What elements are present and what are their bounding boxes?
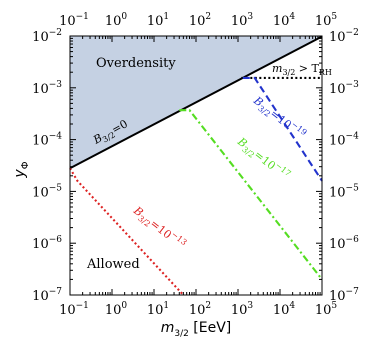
y-tick-label-left: 10−5 [32, 183, 62, 200]
series-line-2 [242, 76, 323, 182]
x-axis-title: m3/2 [EeV] [161, 320, 232, 339]
tick-labels: 10−1 10−1 100 100 101 101 102 102 103 103 104 104 10… [32, 12, 359, 318]
x-tick-label-top: 101 [147, 12, 169, 29]
x-tick-label-bottom: 102 [189, 301, 211, 318]
y-tick-label-right: 10−6 [329, 235, 359, 252]
x-tick-label-bottom: 103 [231, 301, 254, 318]
series-label-trh: m3/2 > TRH [272, 62, 332, 77]
y-tick-label-left: 10−2 [32, 28, 62, 45]
allowed-label: Allowed [86, 257, 140, 272]
x-tick-label-bottom: 100 [105, 301, 128, 318]
y-axis-title: yΦ [12, 161, 31, 178]
y-tick-label-right: 10−3 [329, 80, 359, 97]
x-tick-label-bottom: 105 [315, 301, 338, 318]
series-line-4 [69, 167, 185, 296]
x-tick-label-top: 104 [273, 12, 296, 29]
x-tick-label-bottom: 10−1 [59, 301, 89, 318]
series-line-3 [179, 109, 323, 281]
y-tick-label-left: 10−6 [32, 235, 62, 252]
x-tick-label-top: 105 [315, 12, 338, 29]
y-tick-label-right: 10−2 [329, 28, 359, 45]
x-tick-label-bottom: 104 [273, 301, 296, 318]
y-tick-label-right: 10−5 [329, 183, 359, 200]
y-tick-label-right: 10−7 [329, 287, 359, 304]
x-tick-label-top: 103 [231, 12, 254, 29]
x-tick-label-bottom: 101 [147, 301, 169, 318]
x-tick-label-top: 102 [189, 12, 211, 29]
y-tick-label-left: 10−4 [32, 132, 62, 149]
overdensity-label: Overdensity [96, 56, 176, 71]
x-tick-label-top: 100 [105, 12, 128, 29]
y-tick-label-left: 10−7 [32, 287, 62, 304]
axis-ticks [69, 35, 323, 296]
series-line-0 [69, 35, 323, 170]
y-tick-label-left: 10−3 [32, 80, 62, 97]
y-tick-label-right: 10−4 [329, 132, 359, 149]
chart-series [69, 35, 323, 296]
x-tick-label-top: 10−1 [59, 12, 89, 29]
